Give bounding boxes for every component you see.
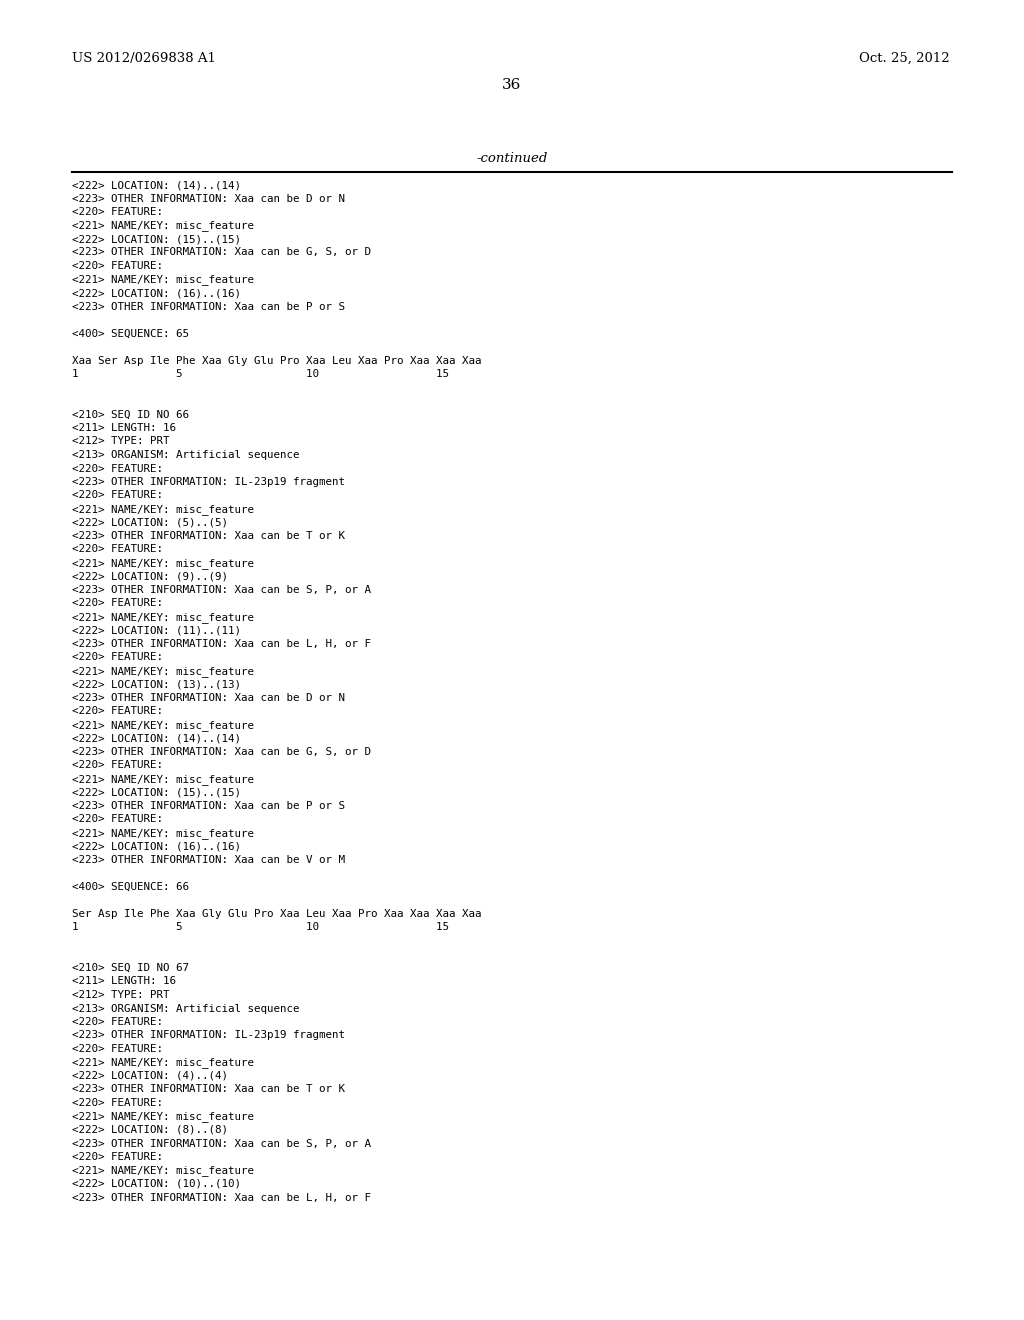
Text: <220> FEATURE:: <220> FEATURE: bbox=[72, 491, 163, 500]
Text: <222> LOCATION: (5)..(5): <222> LOCATION: (5)..(5) bbox=[72, 517, 228, 528]
Text: 1               5                   10                  15: 1 5 10 15 bbox=[72, 923, 449, 932]
Text: 36: 36 bbox=[503, 78, 521, 92]
Text: <223> OTHER INFORMATION: Xaa can be D or N: <223> OTHER INFORMATION: Xaa can be D or… bbox=[72, 194, 345, 203]
Text: <223> OTHER INFORMATION: Xaa can be L, H, or F: <223> OTHER INFORMATION: Xaa can be L, H… bbox=[72, 1192, 371, 1203]
Text: <222> LOCATION: (16)..(16): <222> LOCATION: (16)..(16) bbox=[72, 842, 241, 851]
Text: <220> FEATURE:: <220> FEATURE: bbox=[72, 598, 163, 609]
Text: <223> OTHER INFORMATION: Xaa can be V or M: <223> OTHER INFORMATION: Xaa can be V or… bbox=[72, 855, 345, 865]
Text: <222> LOCATION: (13)..(13): <222> LOCATION: (13)..(13) bbox=[72, 680, 241, 689]
Text: <223> OTHER INFORMATION: Xaa can be T or K: <223> OTHER INFORMATION: Xaa can be T or… bbox=[72, 1085, 345, 1094]
Text: <223> OTHER INFORMATION: Xaa can be P or S: <223> OTHER INFORMATION: Xaa can be P or… bbox=[72, 301, 345, 312]
Text: <223> OTHER INFORMATION: Xaa can be G, S, or D: <223> OTHER INFORMATION: Xaa can be G, S… bbox=[72, 747, 371, 756]
Text: <221> NAME/KEY: misc_feature: <221> NAME/KEY: misc_feature bbox=[72, 220, 254, 231]
Text: <221> NAME/KEY: misc_feature: <221> NAME/KEY: misc_feature bbox=[72, 612, 254, 623]
Text: <221> NAME/KEY: misc_feature: <221> NAME/KEY: misc_feature bbox=[72, 667, 254, 677]
Text: <221> NAME/KEY: misc_feature: <221> NAME/KEY: misc_feature bbox=[72, 828, 254, 840]
Text: <223> OTHER INFORMATION: Xaa can be S, P, or A: <223> OTHER INFORMATION: Xaa can be S, P… bbox=[72, 1138, 371, 1148]
Text: <220> FEATURE:: <220> FEATURE: bbox=[72, 1098, 163, 1107]
Text: <211> LENGTH: 16: <211> LENGTH: 16 bbox=[72, 422, 176, 433]
Text: <221> NAME/KEY: misc_feature: <221> NAME/KEY: misc_feature bbox=[72, 1111, 254, 1122]
Text: <221> NAME/KEY: misc_feature: <221> NAME/KEY: misc_feature bbox=[72, 1057, 254, 1068]
Text: <220> FEATURE:: <220> FEATURE: bbox=[72, 544, 163, 554]
Text: <221> NAME/KEY: misc_feature: <221> NAME/KEY: misc_feature bbox=[72, 558, 254, 569]
Text: <222> LOCATION: (9)..(9): <222> LOCATION: (9)..(9) bbox=[72, 572, 228, 582]
Text: <222> LOCATION: (14)..(14): <222> LOCATION: (14)..(14) bbox=[72, 734, 241, 743]
Text: <221> NAME/KEY: misc_feature: <221> NAME/KEY: misc_feature bbox=[72, 275, 254, 285]
Text: <212> TYPE: PRT: <212> TYPE: PRT bbox=[72, 990, 170, 1001]
Text: -continued: -continued bbox=[476, 152, 548, 165]
Text: <223> OTHER INFORMATION: Xaa can be T or K: <223> OTHER INFORMATION: Xaa can be T or… bbox=[72, 531, 345, 541]
Text: <223> OTHER INFORMATION: Xaa can be G, S, or D: <223> OTHER INFORMATION: Xaa can be G, S… bbox=[72, 248, 371, 257]
Text: <212> TYPE: PRT: <212> TYPE: PRT bbox=[72, 437, 170, 446]
Text: <221> NAME/KEY: misc_feature: <221> NAME/KEY: misc_feature bbox=[72, 504, 254, 515]
Text: <222> LOCATION: (15)..(15): <222> LOCATION: (15)..(15) bbox=[72, 788, 241, 797]
Text: <222> LOCATION: (11)..(11): <222> LOCATION: (11)..(11) bbox=[72, 626, 241, 635]
Text: <223> OTHER INFORMATION: Xaa can be L, H, or F: <223> OTHER INFORMATION: Xaa can be L, H… bbox=[72, 639, 371, 649]
Text: <223> OTHER INFORMATION: Xaa can be P or S: <223> OTHER INFORMATION: Xaa can be P or… bbox=[72, 801, 345, 810]
Text: <213> ORGANISM: Artificial sequence: <213> ORGANISM: Artificial sequence bbox=[72, 1003, 299, 1014]
Text: <222> LOCATION: (16)..(16): <222> LOCATION: (16)..(16) bbox=[72, 288, 241, 298]
Text: <223> OTHER INFORMATION: Xaa can be D or N: <223> OTHER INFORMATION: Xaa can be D or… bbox=[72, 693, 345, 704]
Text: <400> SEQUENCE: 66: <400> SEQUENCE: 66 bbox=[72, 882, 189, 892]
Text: <220> FEATURE:: <220> FEATURE: bbox=[72, 463, 163, 474]
Text: <213> ORGANISM: Artificial sequence: <213> ORGANISM: Artificial sequence bbox=[72, 450, 299, 459]
Text: <222> LOCATION: (10)..(10): <222> LOCATION: (10)..(10) bbox=[72, 1179, 241, 1189]
Text: <223> OTHER INFORMATION: IL-23p19 fragment: <223> OTHER INFORMATION: IL-23p19 fragme… bbox=[72, 1031, 345, 1040]
Text: <400> SEQUENCE: 65: <400> SEQUENCE: 65 bbox=[72, 329, 189, 338]
Text: Ser Asp Ile Phe Xaa Gly Glu Pro Xaa Leu Xaa Pro Xaa Xaa Xaa Xaa: Ser Asp Ile Phe Xaa Gly Glu Pro Xaa Leu … bbox=[72, 909, 481, 919]
Text: <220> FEATURE:: <220> FEATURE: bbox=[72, 1152, 163, 1162]
Text: <222> LOCATION: (8)..(8): <222> LOCATION: (8)..(8) bbox=[72, 1125, 228, 1135]
Text: <220> FEATURE:: <220> FEATURE: bbox=[72, 706, 163, 717]
Text: <210> SEQ ID NO 67: <210> SEQ ID NO 67 bbox=[72, 964, 189, 973]
Text: <220> FEATURE:: <220> FEATURE: bbox=[72, 261, 163, 271]
Text: <220> FEATURE:: <220> FEATURE: bbox=[72, 207, 163, 216]
Text: <221> NAME/KEY: misc_feature: <221> NAME/KEY: misc_feature bbox=[72, 774, 254, 785]
Text: <220> FEATURE:: <220> FEATURE: bbox=[72, 652, 163, 663]
Text: <220> FEATURE:: <220> FEATURE: bbox=[72, 1016, 163, 1027]
Text: <220> FEATURE:: <220> FEATURE: bbox=[72, 760, 163, 771]
Text: <220> FEATURE:: <220> FEATURE: bbox=[72, 1044, 163, 1053]
Text: <222> LOCATION: (4)..(4): <222> LOCATION: (4)..(4) bbox=[72, 1071, 228, 1081]
Text: <221> NAME/KEY: misc_feature: <221> NAME/KEY: misc_feature bbox=[72, 1166, 254, 1176]
Text: <211> LENGTH: 16: <211> LENGTH: 16 bbox=[72, 977, 176, 986]
Text: <222> LOCATION: (14)..(14): <222> LOCATION: (14)..(14) bbox=[72, 180, 241, 190]
Text: <223> OTHER INFORMATION: Xaa can be S, P, or A: <223> OTHER INFORMATION: Xaa can be S, P… bbox=[72, 585, 371, 595]
Text: <222> LOCATION: (15)..(15): <222> LOCATION: (15)..(15) bbox=[72, 234, 241, 244]
Text: <220> FEATURE:: <220> FEATURE: bbox=[72, 814, 163, 825]
Text: Oct. 25, 2012: Oct. 25, 2012 bbox=[859, 51, 950, 65]
Text: <210> SEQ ID NO 66: <210> SEQ ID NO 66 bbox=[72, 409, 189, 420]
Text: <221> NAME/KEY: misc_feature: <221> NAME/KEY: misc_feature bbox=[72, 719, 254, 731]
Text: US 2012/0269838 A1: US 2012/0269838 A1 bbox=[72, 51, 216, 65]
Text: 1               5                   10                  15: 1 5 10 15 bbox=[72, 370, 449, 379]
Text: Xaa Ser Asp Ile Phe Xaa Gly Glu Pro Xaa Leu Xaa Pro Xaa Xaa Xaa: Xaa Ser Asp Ile Phe Xaa Gly Glu Pro Xaa … bbox=[72, 355, 481, 366]
Text: <223> OTHER INFORMATION: IL-23p19 fragment: <223> OTHER INFORMATION: IL-23p19 fragme… bbox=[72, 477, 345, 487]
